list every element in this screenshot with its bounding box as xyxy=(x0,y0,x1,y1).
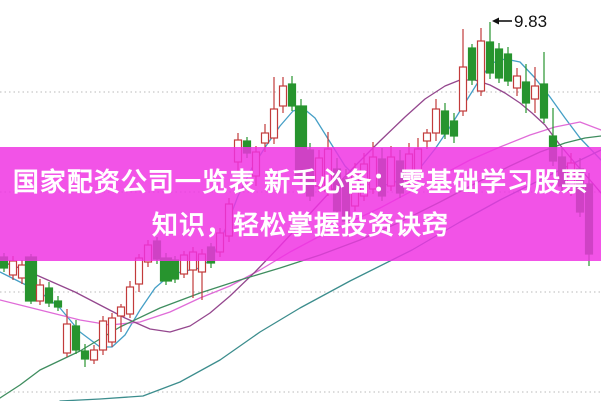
candle-body xyxy=(8,260,18,276)
candle-body xyxy=(98,320,108,351)
candle-body xyxy=(476,40,486,92)
candle-body xyxy=(62,323,72,354)
candle-body xyxy=(458,66,468,112)
candle-body xyxy=(260,132,270,144)
banner-title-line-1: 国家配资公司一览表 新手必备：零基础学习股票 xyxy=(12,167,589,197)
candle-body xyxy=(107,317,117,343)
candle-body xyxy=(449,120,459,137)
candle-body xyxy=(125,286,135,315)
banner-title-line-2: 知识，轻松掌握投资诀窍 xyxy=(151,210,449,240)
candle-body xyxy=(530,85,540,100)
candle-body xyxy=(89,349,99,361)
title-banner: 国家配资公司一览表 新手必备：零基础学习股票 知识，轻松掌握投资诀窍 xyxy=(0,147,601,261)
candle-body xyxy=(24,256,38,302)
candle-body xyxy=(422,132,432,142)
candle-body xyxy=(512,75,522,89)
candle-body xyxy=(44,287,54,304)
price-label: 9.83 xyxy=(514,12,547,31)
candle-body xyxy=(80,350,90,360)
candle-body xyxy=(278,85,288,107)
annotation-arrowhead-icon xyxy=(492,17,499,25)
candle-body xyxy=(287,83,297,107)
candle-body xyxy=(134,257,144,285)
candle-body xyxy=(539,83,549,119)
candle-body xyxy=(269,108,279,139)
candle-body xyxy=(71,325,81,351)
candle-body xyxy=(521,81,531,104)
candle-body xyxy=(170,259,180,280)
candle-body xyxy=(503,53,513,82)
candle-body xyxy=(494,48,504,79)
candle-body xyxy=(431,108,441,134)
candle-body xyxy=(116,306,126,317)
candle-body xyxy=(159,257,173,282)
candle-body xyxy=(440,110,450,135)
candle-body xyxy=(17,264,27,279)
candle-body xyxy=(485,41,495,74)
candle-body xyxy=(35,284,45,302)
price-annotation: 9.83 xyxy=(492,12,547,31)
candle-body xyxy=(53,300,63,308)
candle-body xyxy=(467,47,477,81)
